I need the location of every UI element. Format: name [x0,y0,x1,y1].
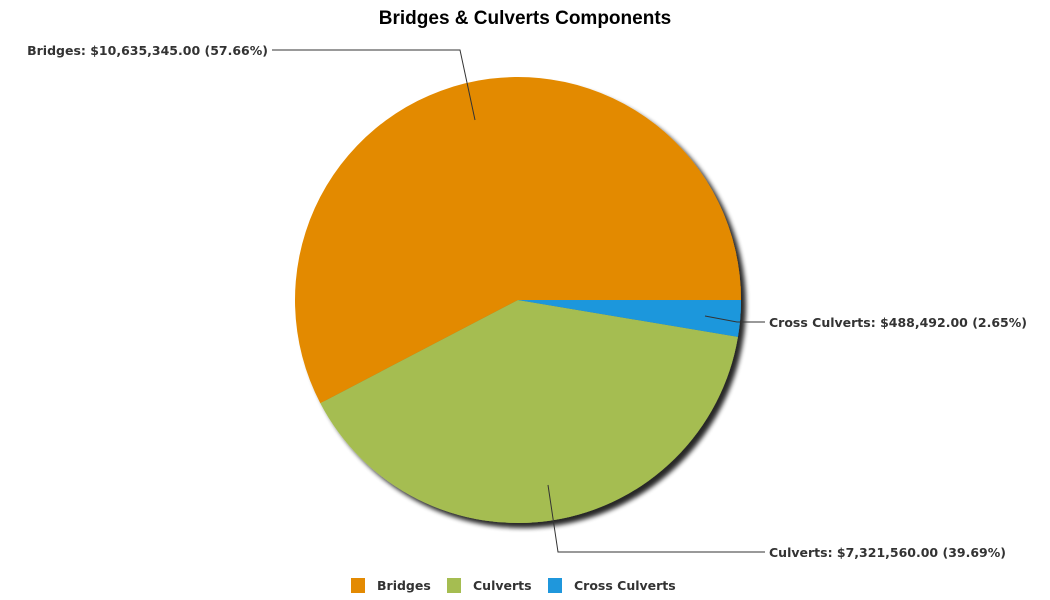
data-label-cross-culverts: Cross Culverts: $488,492.00 (2.65%) [769,315,1027,330]
leader-line-bridges [272,49,476,121]
pie-slice-culverts[interactable] [320,300,738,524]
legend-item-culverts[interactable]: Culverts [447,578,532,593]
legend-label-cross-culverts: Cross Culverts [574,578,676,593]
chart-title: Bridges & Culverts Components [379,8,671,29]
leader-line-cross-culverts [704,315,765,323]
legend-swatch-bridges [351,578,365,593]
leader-line-culverts [547,484,765,553]
legend-label-bridges: Bridges [377,578,431,593]
legend-label-culverts: Culverts [473,578,532,593]
legend: Bridges Culverts Cross Culverts [351,578,676,593]
legend-swatch-cross-culverts [548,578,562,593]
legend-item-cross-culverts[interactable]: Cross Culverts [548,578,676,593]
legend-swatch-culverts [447,578,461,593]
data-label-culverts: Culverts: $7,321,560.00 (39.69%) [769,545,1006,560]
pie-slice-cross-culverts[interactable] [518,300,741,337]
pie-slice-bridges[interactable] [295,77,741,404]
legend-item-bridges[interactable]: Bridges [351,578,431,593]
pie-slices [295,77,741,524]
data-labels: Bridges: $10,635,345.00 (57.66%) Culverts… [27,43,1027,560]
leader-lines [272,49,765,553]
data-label-bridges: Bridges: $10,635,345.00 (57.66%) [27,43,268,58]
